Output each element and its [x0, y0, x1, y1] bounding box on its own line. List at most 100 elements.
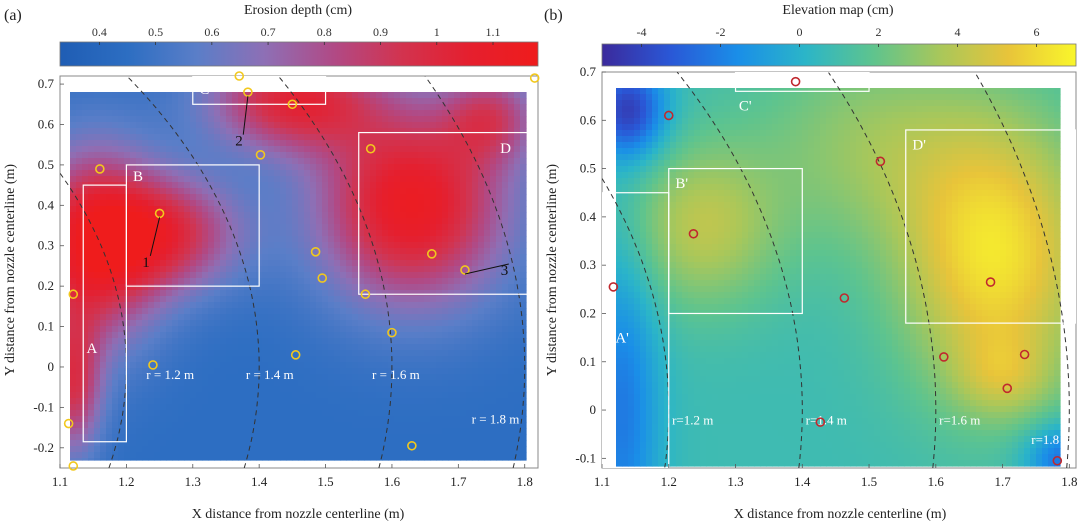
panel-a-heatmap-cell — [298, 182, 305, 189]
panel-a-heatmap-cell — [136, 332, 143, 339]
panel-a-heatmap-cell — [448, 110, 455, 117]
panel-a-heatmap-cell — [358, 356, 365, 363]
panel-a-heatmap-cell — [490, 302, 497, 309]
panel-a-heatmap-cell — [202, 434, 209, 441]
panel-a-heatmap-cell — [166, 98, 173, 105]
panel-a-heatmap-cell — [142, 224, 149, 231]
panel-a-heatmap-cell — [316, 458, 323, 461]
panel-a-heatmap-cell — [394, 404, 401, 411]
panel-a-heatmap-cell — [376, 446, 383, 453]
panel-a-heatmap-cell — [376, 140, 383, 147]
panel-a-heatmap-cell — [472, 218, 479, 225]
panel-a-heatmap-cell — [382, 98, 389, 105]
panel-a-sample-marker — [407, 440, 417, 451]
panel-a-heatmap-cell — [454, 308, 461, 315]
panel-a-heatmap-cell — [160, 362, 167, 369]
panel-a-heatmap-cell — [358, 308, 365, 315]
panel-a-heatmap-cell — [220, 374, 227, 381]
panel-a-heatmap-cell — [214, 440, 221, 447]
panel-a-heatmap-cell — [328, 134, 335, 141]
panel-a-heatmap-cell — [268, 422, 275, 429]
panel-a-heatmap-cell — [124, 236, 131, 243]
panel-a-heatmap-cell — [190, 206, 197, 213]
panel-a-heatmap-cell — [262, 320, 269, 327]
panel-a-heatmap-cell — [238, 410, 245, 417]
panel-b-heatmap-cell — [880, 88, 887, 95]
panel-a-heatmap-cell — [94, 446, 101, 453]
panel-a-heatmap-cell — [118, 170, 125, 177]
panel-a-heatmap-cell — [226, 188, 233, 195]
panel-a-heatmap-cell — [418, 194, 425, 201]
panel-a-heatmap-cell — [424, 392, 431, 399]
panel-a-heatmap-cell — [124, 146, 131, 153]
panel-a-heatmap-cell — [304, 356, 311, 363]
panel-a-heatmap-cell — [190, 398, 197, 405]
panel-a-heatmap-cell — [328, 218, 335, 225]
panel-a-heatmap-cell — [124, 254, 131, 261]
panel-a-heatmap-cell — [310, 380, 317, 387]
panel-a-heatmap-cell — [286, 176, 293, 183]
panel-a-heatmap-cell — [100, 200, 107, 207]
panel-a-heatmap-cell — [244, 164, 251, 171]
panel-a-heatmap-cell — [244, 218, 251, 225]
panel-a-heatmap-cell — [100, 368, 107, 375]
panel-a-heatmap-cell — [388, 260, 395, 267]
panel-a-heatmap-cell — [82, 104, 89, 111]
panel-a-heatmap-cell — [118, 218, 125, 225]
panel-a-heatmap-cell — [412, 338, 419, 345]
panel-a-heatmap-cell — [298, 410, 305, 417]
panel-a-heatmap-cell — [154, 296, 161, 303]
panel-a-heatmap-cell — [262, 284, 269, 291]
panel-a-heatmap-cell — [370, 176, 377, 183]
panel-a-heatmap-cell — [148, 242, 155, 249]
panel-a-heatmap-cell — [274, 434, 281, 441]
panel-a-heatmap-cell — [148, 290, 155, 297]
panel-a-heatmap-cell — [178, 230, 185, 237]
panel-a-heatmap-cell — [412, 272, 419, 279]
panel-a-heatmap-cell — [70, 170, 77, 177]
panel-a-heatmap-cell — [502, 386, 509, 393]
panel-a-heatmap-cell — [130, 122, 137, 129]
panel-a-heatmap-cell — [478, 440, 485, 447]
panel-a-heatmap-cell — [124, 326, 131, 333]
panel-a-heatmap-cell — [514, 92, 521, 99]
panel-a-heatmap-cell — [274, 278, 281, 285]
panel-a-heatmap-cell — [88, 380, 95, 387]
panel-a-sample-marker — [365, 143, 376, 154]
panel-a-heatmap-cell — [484, 104, 491, 111]
panel-a-heatmap-cell — [274, 362, 281, 369]
panel-b-heatmap-cell — [970, 88, 977, 95]
panel-a-heatmap-cell — [106, 428, 113, 435]
panel-a-heatmap-cell — [124, 140, 131, 147]
panel-a-heatmap-cell — [136, 176, 143, 183]
panel-a-heatmap-cell — [328, 350, 335, 357]
panel-a-heatmap-cell — [76, 368, 83, 375]
panel-a-heatmap-cell — [352, 272, 359, 279]
panel-a-heatmap-cell — [220, 176, 227, 183]
panel-a-heatmap-cell — [262, 182, 269, 189]
panel-b-colorbar-tick-label: 2 — [876, 25, 882, 39]
panel-a-heatmap-cell — [424, 338, 431, 345]
panel-a-heatmap-cell — [148, 398, 155, 405]
panel-a-heatmap-cell — [250, 266, 257, 273]
panel-a-heatmap-cell — [268, 152, 275, 159]
panel-a-heatmap-cell — [460, 290, 467, 297]
panel-a-heatmap-cell — [142, 266, 149, 273]
panel-a-heatmap-cell — [202, 206, 209, 213]
panel-a-heatmap-cell — [100, 440, 107, 447]
panel-a-heatmap-cell — [106, 326, 113, 333]
panel-a-heatmap-cell — [466, 152, 473, 159]
panel-a-heatmap-cell — [436, 392, 443, 399]
panel-a-heatmap-cell — [106, 206, 113, 213]
panel-a-heatmap-cell — [274, 368, 281, 375]
panel-a-heatmap-cell — [160, 404, 167, 411]
panel-a-heatmap-cell — [436, 236, 443, 243]
panel-a-heatmap-cell — [250, 350, 257, 357]
panel-a-heatmap-cell — [256, 398, 263, 405]
panel-a-heatmap-cell — [172, 446, 179, 453]
panel-a-heatmap-cell — [208, 194, 215, 201]
panel-a-heatmap-cell — [184, 410, 191, 417]
panel-a-heatmap-cell — [394, 416, 401, 423]
panel-a-heatmap-cell — [214, 188, 221, 195]
panel-a-heatmap-cell — [442, 278, 449, 285]
